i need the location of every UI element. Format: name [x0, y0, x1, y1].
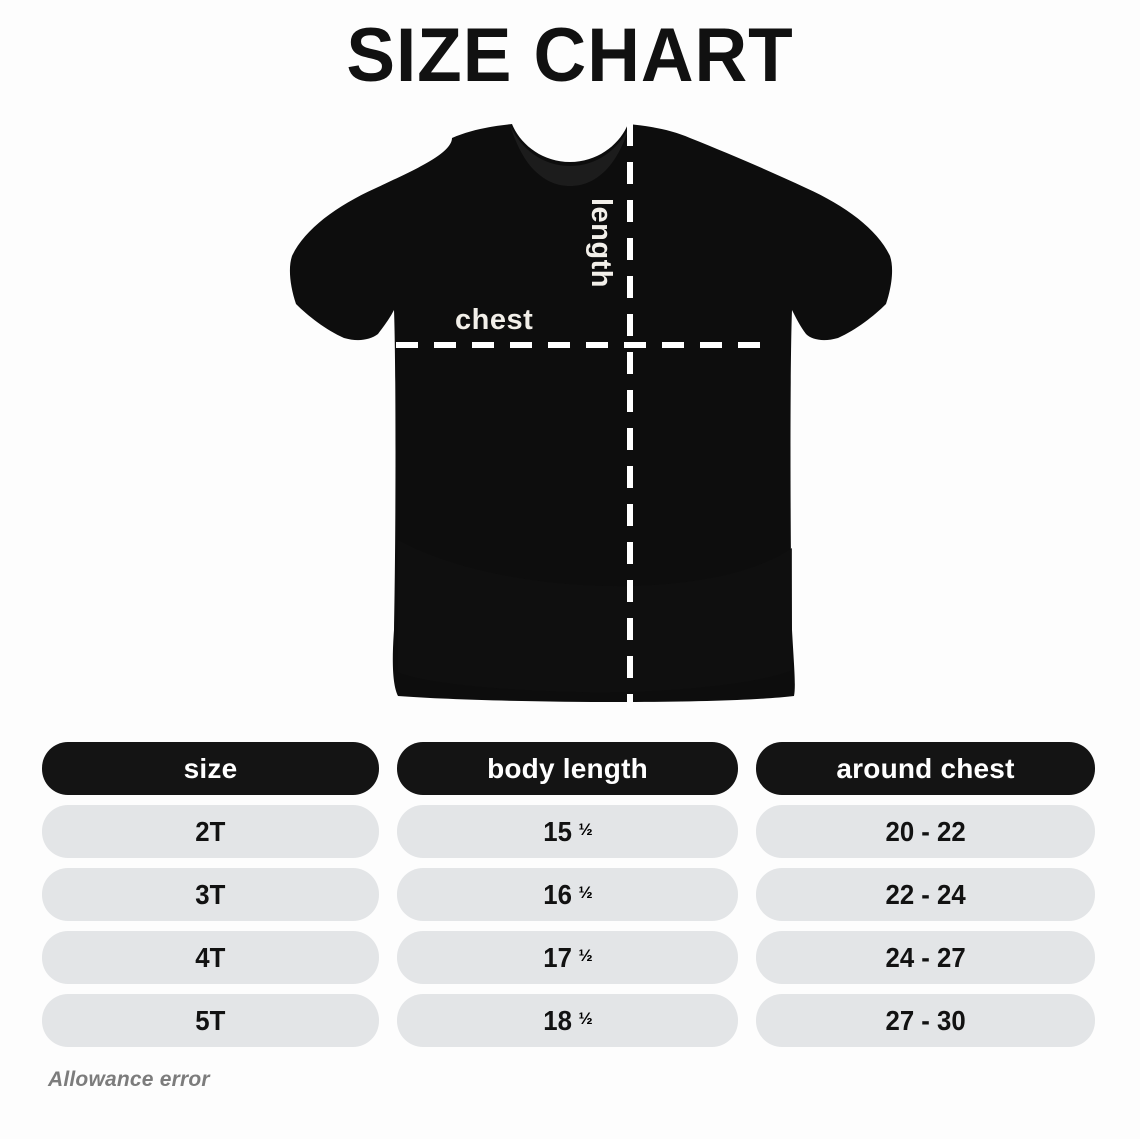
cell-size: 5T [42, 994, 379, 1047]
allowance-error-note: Allowance error [48, 1068, 210, 1091]
value-size: 4T [195, 941, 226, 973]
header-cell-body-length: body length [397, 742, 738, 795]
cell-body-length: 16 ½ [397, 868, 738, 921]
header-cell-around-chest: around chest [756, 742, 1095, 795]
value-around-chest: 27 - 30 [885, 1004, 966, 1036]
cell-body-length: 15 ½ [397, 805, 738, 858]
value-body-length-fraction: ½ [578, 945, 593, 965]
tshirt-silhouette [289, 124, 893, 702]
table-header-row: size body length around chest [42, 742, 1097, 795]
cell-around-chest: 22 - 24 [756, 868, 1095, 921]
cell-around-chest: 24 - 27 [756, 931, 1095, 984]
table-row: 2T 15 ½ 20 - 22 [42, 805, 1097, 858]
value-body-length: 16 [543, 878, 573, 910]
table-row: 4T 17 ½ 24 - 27 [42, 931, 1097, 984]
value-around-chest: 24 - 27 [885, 941, 966, 973]
value-body-length-fraction: ½ [578, 819, 593, 839]
size-table: size body length around chest 2T 15 ½ 20… [42, 742, 1097, 1057]
cell-body-length: 17 ½ [397, 931, 738, 984]
header-label-body-length: body length [487, 752, 648, 784]
cell-around-chest: 27 - 30 [756, 994, 1095, 1047]
page-title: SIZE CHART [346, 13, 794, 98]
table-row: 5T 18 ½ 27 - 30 [42, 994, 1097, 1047]
value-size: 2T [195, 815, 226, 847]
value-body-length: 15 [543, 815, 573, 847]
value-body-length: 18 [543, 1004, 573, 1036]
value-body-length: 17 [543, 941, 573, 973]
tshirt-size-diagram: chest length [0, 110, 1140, 720]
value-body-length-fraction: ½ [578, 882, 593, 902]
cell-size: 3T [42, 868, 379, 921]
tshirt-neckline [510, 125, 630, 186]
length-measure-label: length [585, 198, 617, 288]
header-label-around-chest: around chest [836, 752, 1015, 784]
value-around-chest: 20 - 22 [885, 815, 966, 847]
value-size: 5T [195, 1004, 226, 1036]
cell-around-chest: 20 - 22 [756, 805, 1095, 858]
value-around-chest: 22 - 24 [885, 878, 966, 910]
cell-size: 2T [42, 805, 379, 858]
tshirt-shading [398, 540, 792, 693]
cell-body-length: 18 ½ [397, 994, 738, 1047]
header-label-size: size [183, 752, 238, 784]
header-cell-size: size [42, 742, 379, 795]
cell-size: 4T [42, 931, 379, 984]
value-size: 3T [195, 878, 226, 910]
chest-measure-label: chest [455, 304, 534, 336]
value-body-length-fraction: ½ [578, 1008, 593, 1028]
table-row: 3T 16 ½ 22 - 24 [42, 868, 1097, 921]
